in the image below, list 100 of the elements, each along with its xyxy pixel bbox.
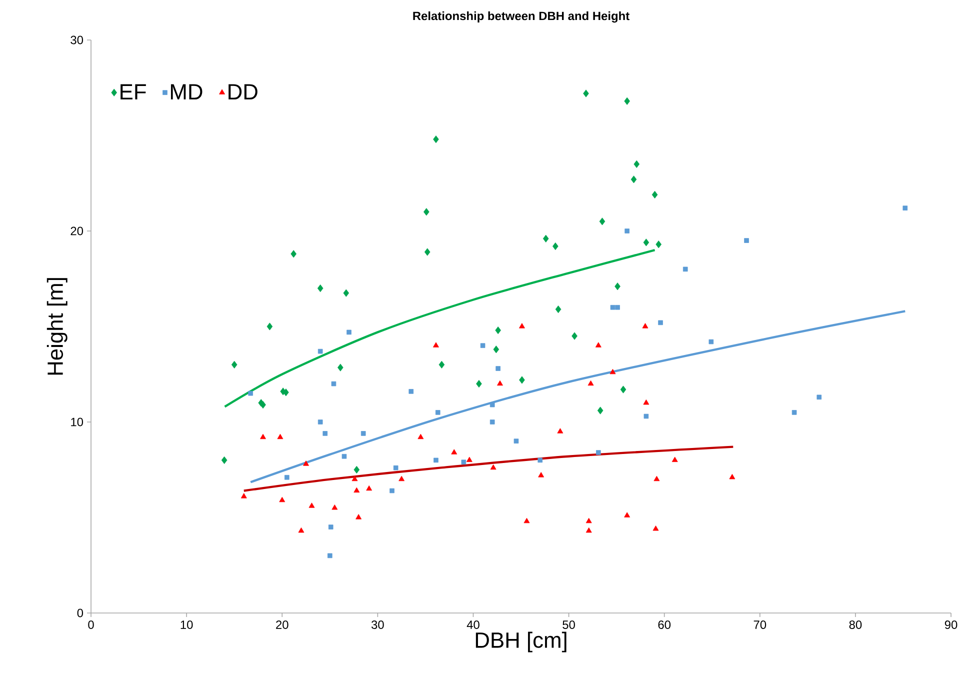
point [298, 527, 304, 533]
point [497, 380, 503, 386]
point [656, 240, 662, 248]
point [644, 414, 649, 419]
point [630, 176, 637, 184]
point [328, 524, 334, 530]
legend-label: DD [228, 84, 258, 100]
chart-title: Relationship between DBH and Height [413, 11, 630, 23]
point [356, 514, 362, 520]
point [240, 493, 247, 498]
point [318, 420, 323, 424]
point [352, 476, 358, 482]
point [451, 449, 458, 454]
point [599, 218, 606, 226]
point [328, 553, 332, 558]
x-tick-label: 30 [371, 620, 384, 629]
point [231, 360, 238, 368]
point [614, 282, 620, 290]
y-tick-label: 10 [71, 418, 84, 426]
point [624, 512, 630, 518]
point [652, 190, 658, 198]
point [654, 476, 660, 482]
point [260, 434, 266, 440]
point [284, 474, 290, 480]
point [322, 431, 328, 436]
x-tick-label: 80 [849, 620, 862, 629]
point [902, 206, 908, 210]
point [490, 420, 495, 424]
point [672, 456, 678, 462]
x-tick-label: 60 [658, 620, 671, 629]
x-tick-label: 10 [180, 620, 193, 629]
point [343, 289, 350, 297]
point [682, 266, 688, 272]
point [346, 330, 352, 335]
point [390, 488, 394, 494]
point [266, 322, 273, 330]
point [557, 428, 564, 434]
point [408, 389, 414, 394]
line-series [224, 248, 656, 408]
point [615, 304, 620, 310]
point [279, 496, 286, 502]
point [493, 346, 500, 354]
point [542, 234, 549, 242]
y-tick-label: 0 [77, 608, 84, 618]
point [331, 381, 336, 386]
point [490, 464, 496, 470]
x-tick-label: 70 [754, 620, 766, 629]
point [642, 323, 648, 328]
point [708, 339, 714, 344]
point [514, 438, 519, 444]
point [277, 434, 284, 440]
x-tick-label: 40 [466, 620, 480, 629]
point [366, 485, 372, 491]
point [338, 364, 344, 372]
point [597, 406, 604, 414]
point [476, 380, 482, 388]
point [354, 487, 360, 493]
point [610, 304, 616, 310]
line-series [249, 310, 906, 484]
point [610, 368, 616, 374]
point [624, 97, 630, 105]
x-tick-label: 50 [562, 620, 575, 629]
point [538, 458, 543, 463]
point [360, 431, 366, 436]
point [652, 526, 659, 531]
point [248, 390, 253, 396]
point [658, 320, 663, 326]
point [332, 504, 338, 510]
point [643, 399, 650, 405]
y-tick-label: 30 [70, 36, 84, 44]
point [572, 332, 578, 340]
point [496, 366, 500, 371]
point [490, 402, 495, 408]
x-tick-label: 20 [276, 620, 288, 629]
point [643, 238, 650, 246]
legend-label: EF [120, 84, 146, 100]
point [434, 458, 438, 463]
x-tick-label: 0 [88, 620, 94, 629]
point [552, 242, 558, 250]
point [634, 160, 640, 168]
point [290, 250, 296, 258]
point [729, 474, 736, 480]
x-tick-label: 90 [944, 620, 958, 629]
point [221, 456, 228, 464]
point [438, 360, 445, 368]
point [583, 90, 589, 98]
point [432, 342, 439, 348]
point [317, 284, 324, 292]
point [495, 326, 501, 334]
point [435, 410, 440, 415]
point [624, 228, 630, 234]
point [595, 342, 602, 348]
point [555, 305, 562, 314]
point [792, 410, 797, 415]
point [354, 466, 360, 474]
point [393, 465, 398, 470]
point [538, 472, 544, 478]
point [318, 348, 323, 354]
y-axis-title: Height [m] [46, 278, 68, 375]
legend-label: MD [170, 84, 202, 100]
